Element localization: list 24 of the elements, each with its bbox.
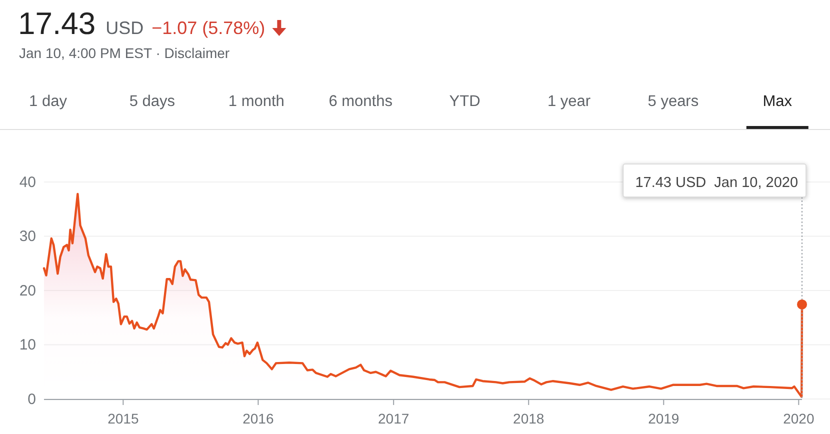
text: 6 months bbox=[328, 93, 393, 110]
x-tick-label: 2017 bbox=[378, 410, 410, 426]
annotation: 17.43 USD Jan 10, 2020 bbox=[635, 175, 798, 191]
x-tick-label: 2018 bbox=[513, 410, 544, 426]
text: 5 days bbox=[129, 93, 176, 110]
chart-title: 17.43 bbox=[18, 6, 96, 41]
chart-subtitle: Jan 10, 4:00 PM EST · Disclaimer bbox=[19, 45, 230, 61]
text: USD bbox=[106, 18, 144, 38]
x-tick-label: 2016 bbox=[242, 410, 274, 426]
y-tick-label: 40 bbox=[19, 174, 36, 191]
x-tick-label: 2020 bbox=[783, 410, 814, 426]
text: Max bbox=[762, 93, 792, 110]
y-tick-label: 20 bbox=[19, 282, 36, 300]
text: 1 month bbox=[228, 93, 284, 110]
x-tick-label: 2019 bbox=[648, 410, 680, 426]
text: 1 year bbox=[547, 93, 591, 110]
text: −1.07 (5.78%) bbox=[152, 18, 266, 38]
y-tick-label: 0 bbox=[28, 390, 36, 408]
text: YTD bbox=[449, 93, 480, 110]
y-tick-label: 10 bbox=[19, 336, 36, 354]
x-tick-label: 2015 bbox=[108, 410, 139, 426]
text: 1 day bbox=[29, 93, 68, 110]
text: 5 years bbox=[648, 93, 699, 110]
y-tick-label: 30 bbox=[19, 228, 36, 246]
